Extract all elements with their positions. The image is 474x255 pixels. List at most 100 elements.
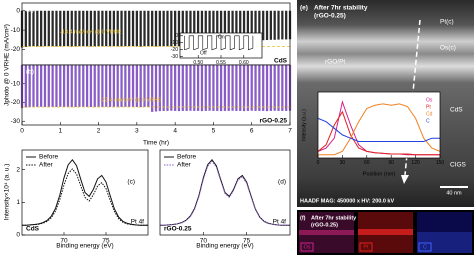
photocurrent-pulse	[254, 65, 257, 111]
plot-frame	[21, 149, 149, 236]
x-tick-label: 0	[20, 128, 24, 135]
photocurrent-pulse	[158, 10, 161, 47]
plot-frame	[21, 64, 291, 126]
photocurrent-pulse	[147, 10, 150, 47]
photocurrent-pulse	[196, 10, 200, 45]
y-axis-label: Intensity×10⁴ (a. u.)	[4, 164, 11, 221]
photocurrent-pulse	[239, 10, 242, 42]
y-tick-label: 0	[175, 33, 178, 39]
photocurrent-pulse	[40, 65, 43, 107]
photocurrent-pulse	[216, 65, 219, 111]
photocurrent-pulse	[24, 65, 27, 108]
photocurrent-pulse	[151, 65, 154, 112]
legend-label: Before	[39, 154, 59, 161]
photocurrent-pulse	[120, 10, 123, 47]
photocurrent-pulse	[154, 10, 158, 47]
eds-title: After 7hr stability	[311, 215, 357, 221]
photocurrent-pulse	[239, 65, 242, 111]
photocurrent-pulse	[89, 65, 93, 107]
photocurrent-pulse	[105, 10, 108, 47]
series-line	[22, 158, 148, 226]
legend-label: After	[39, 162, 54, 169]
x-tick-label: 75	[102, 238, 110, 245]
photocurrent-pulse	[174, 10, 177, 47]
photocurrent-pulse	[59, 10, 62, 47]
y-tick-label: -30	[171, 54, 178, 60]
sample-label: rGO-0.25	[260, 118, 288, 125]
photocurrent-pulse	[70, 10, 73, 47]
photocurrent-pulse	[108, 65, 112, 107]
x-tick-label: 0.50	[193, 60, 203, 66]
legend-label: C	[426, 118, 430, 124]
photocurrent-pulse	[196, 65, 200, 111]
photocurrent-pulse	[177, 65, 181, 112]
legend-label: Os	[426, 97, 433, 103]
y-tick-label: -20	[11, 99, 21, 106]
x-tick-label: 150	[436, 160, 445, 166]
y-axis-label: Jphoto @ 0 VRHE (mA/cm²)	[4, 24, 11, 106]
photocurrent-pulse	[258, 10, 261, 41]
photocurrent-pulse	[151, 10, 154, 47]
photocurrent-pulse	[147, 65, 150, 107]
annotation: On	[218, 34, 225, 40]
layer-label: CdS	[450, 107, 463, 114]
x-axis-label: Binding energy (eV)	[196, 243, 253, 250]
photocurrent-pulse	[78, 10, 81, 47]
annotation: Off	[200, 50, 207, 56]
plot-frame	[159, 149, 291, 236]
photocurrent-pulse	[235, 65, 238, 111]
arrow-head	[401, 175, 409, 184]
element-box	[359, 242, 373, 252]
photocurrent-pulse	[200, 10, 204, 44]
layer-label: CIGS	[450, 162, 467, 169]
layer-label: Pt(c)	[440, 19, 454, 26]
photocurrent-pulse	[101, 10, 104, 47]
photocurrent-pulse	[78, 65, 81, 107]
photocurrent-pulse	[181, 65, 184, 111]
photocurrent-pulse	[85, 65, 89, 107]
x-axis-label: Position (nm)	[363, 171, 396, 177]
photocurrent-pulse	[101, 65, 104, 107]
sample-label: CdS	[274, 58, 288, 65]
series-line	[317, 117, 440, 142]
photocurrent-pulse	[277, 10, 280, 40]
photocurrent-pulse	[189, 10, 192, 45]
photocurrent-pulse	[212, 65, 215, 111]
x-tick-label: 0.55	[216, 60, 226, 66]
photocurrent-pulse	[189, 65, 192, 111]
x-tick-label: 90	[388, 160, 394, 166]
legend-label: Before	[177, 154, 197, 161]
photocurrent-pulse	[43, 65, 47, 107]
photocurrent-pulse	[273, 65, 276, 111]
x-tick-label: 3	[135, 128, 139, 135]
photocurrent-pulse	[154, 65, 158, 112]
photocurrent-pulse	[242, 10, 246, 42]
x-tick-label: 60	[364, 160, 370, 166]
photocurrent-pulse	[128, 65, 131, 107]
photocurrent-pulse	[131, 10, 135, 47]
y-tick-label: -10	[11, 80, 21, 87]
x-tick-label: 7	[288, 128, 292, 135]
photocurrent-pulse	[93, 10, 96, 47]
photocurrent-pulse	[269, 10, 272, 40]
photocurrent-pulse	[193, 10, 196, 45]
x-axis-label: Time (hr)	[143, 140, 169, 147]
photocurrent-pulse	[112, 65, 116, 107]
photocurrent-pulse	[93, 65, 96, 108]
layer-label: Os(c)	[440, 45, 456, 52]
photocurrent-pulse	[70, 65, 73, 108]
photocurrent-pulse	[258, 65, 261, 111]
photocurrent-pulse	[185, 65, 188, 111]
series-line	[22, 168, 148, 226]
photocurrent-pulse	[124, 65, 127, 107]
y-tick-label: 1	[16, 199, 20, 206]
photocurrent-pulse	[116, 10, 119, 47]
photocurrent-pulse	[158, 65, 161, 112]
photocurrent-pulse	[204, 65, 207, 111]
photocurrent-pulse	[200, 65, 204, 112]
photocurrent-pulse	[273, 10, 276, 40]
element-label: Os	[303, 244, 310, 250]
y-tick-label: -10	[171, 40, 178, 46]
photocurrent-pulse	[40, 10, 43, 47]
